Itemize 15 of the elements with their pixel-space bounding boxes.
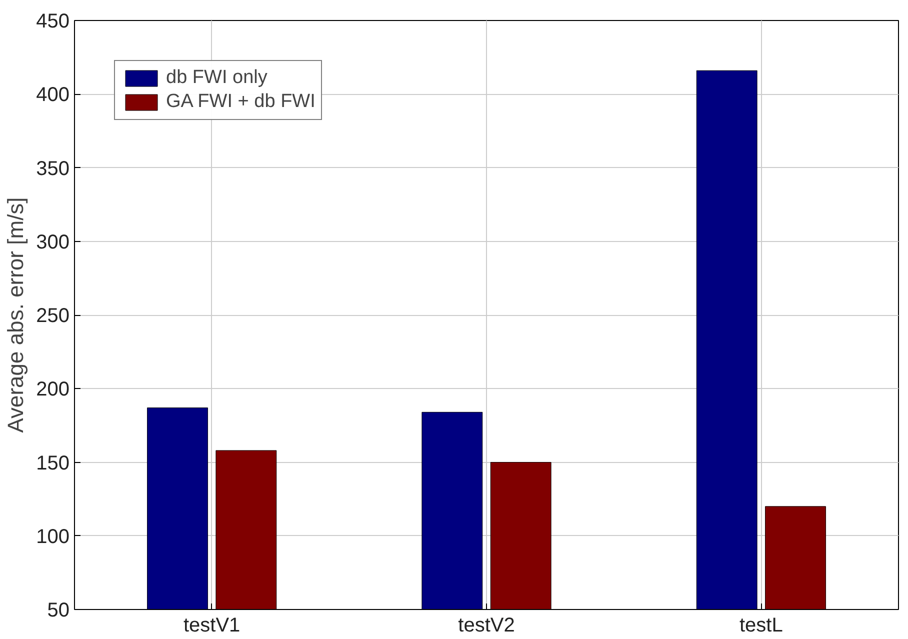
y-tick-label: 150 bbox=[36, 452, 70, 474]
y-tick-label: 300 bbox=[36, 231, 70, 254]
y-tick-label: 100 bbox=[36, 526, 70, 548]
y-axis-title: Average abs. error [m/s] bbox=[3, 197, 28, 433]
y-tick-label: 200 bbox=[36, 378, 70, 401]
y-tick-label: 400 bbox=[36, 84, 70, 106]
y-tick-label: 350 bbox=[36, 158, 70, 180]
x-tick-label: testL bbox=[739, 614, 783, 636]
y-tick-label: 450 bbox=[36, 10, 70, 32]
x-tick-label: testV1 bbox=[183, 614, 240, 636]
legend-label: db FWI only bbox=[166, 67, 268, 89]
y-tick-label: 50 bbox=[47, 600, 70, 622]
y-tick-label: 250 bbox=[36, 305, 70, 327]
x-tick-label: testV2 bbox=[458, 614, 515, 636]
legend-label: GA FWI + db FWI bbox=[166, 91, 316, 113]
